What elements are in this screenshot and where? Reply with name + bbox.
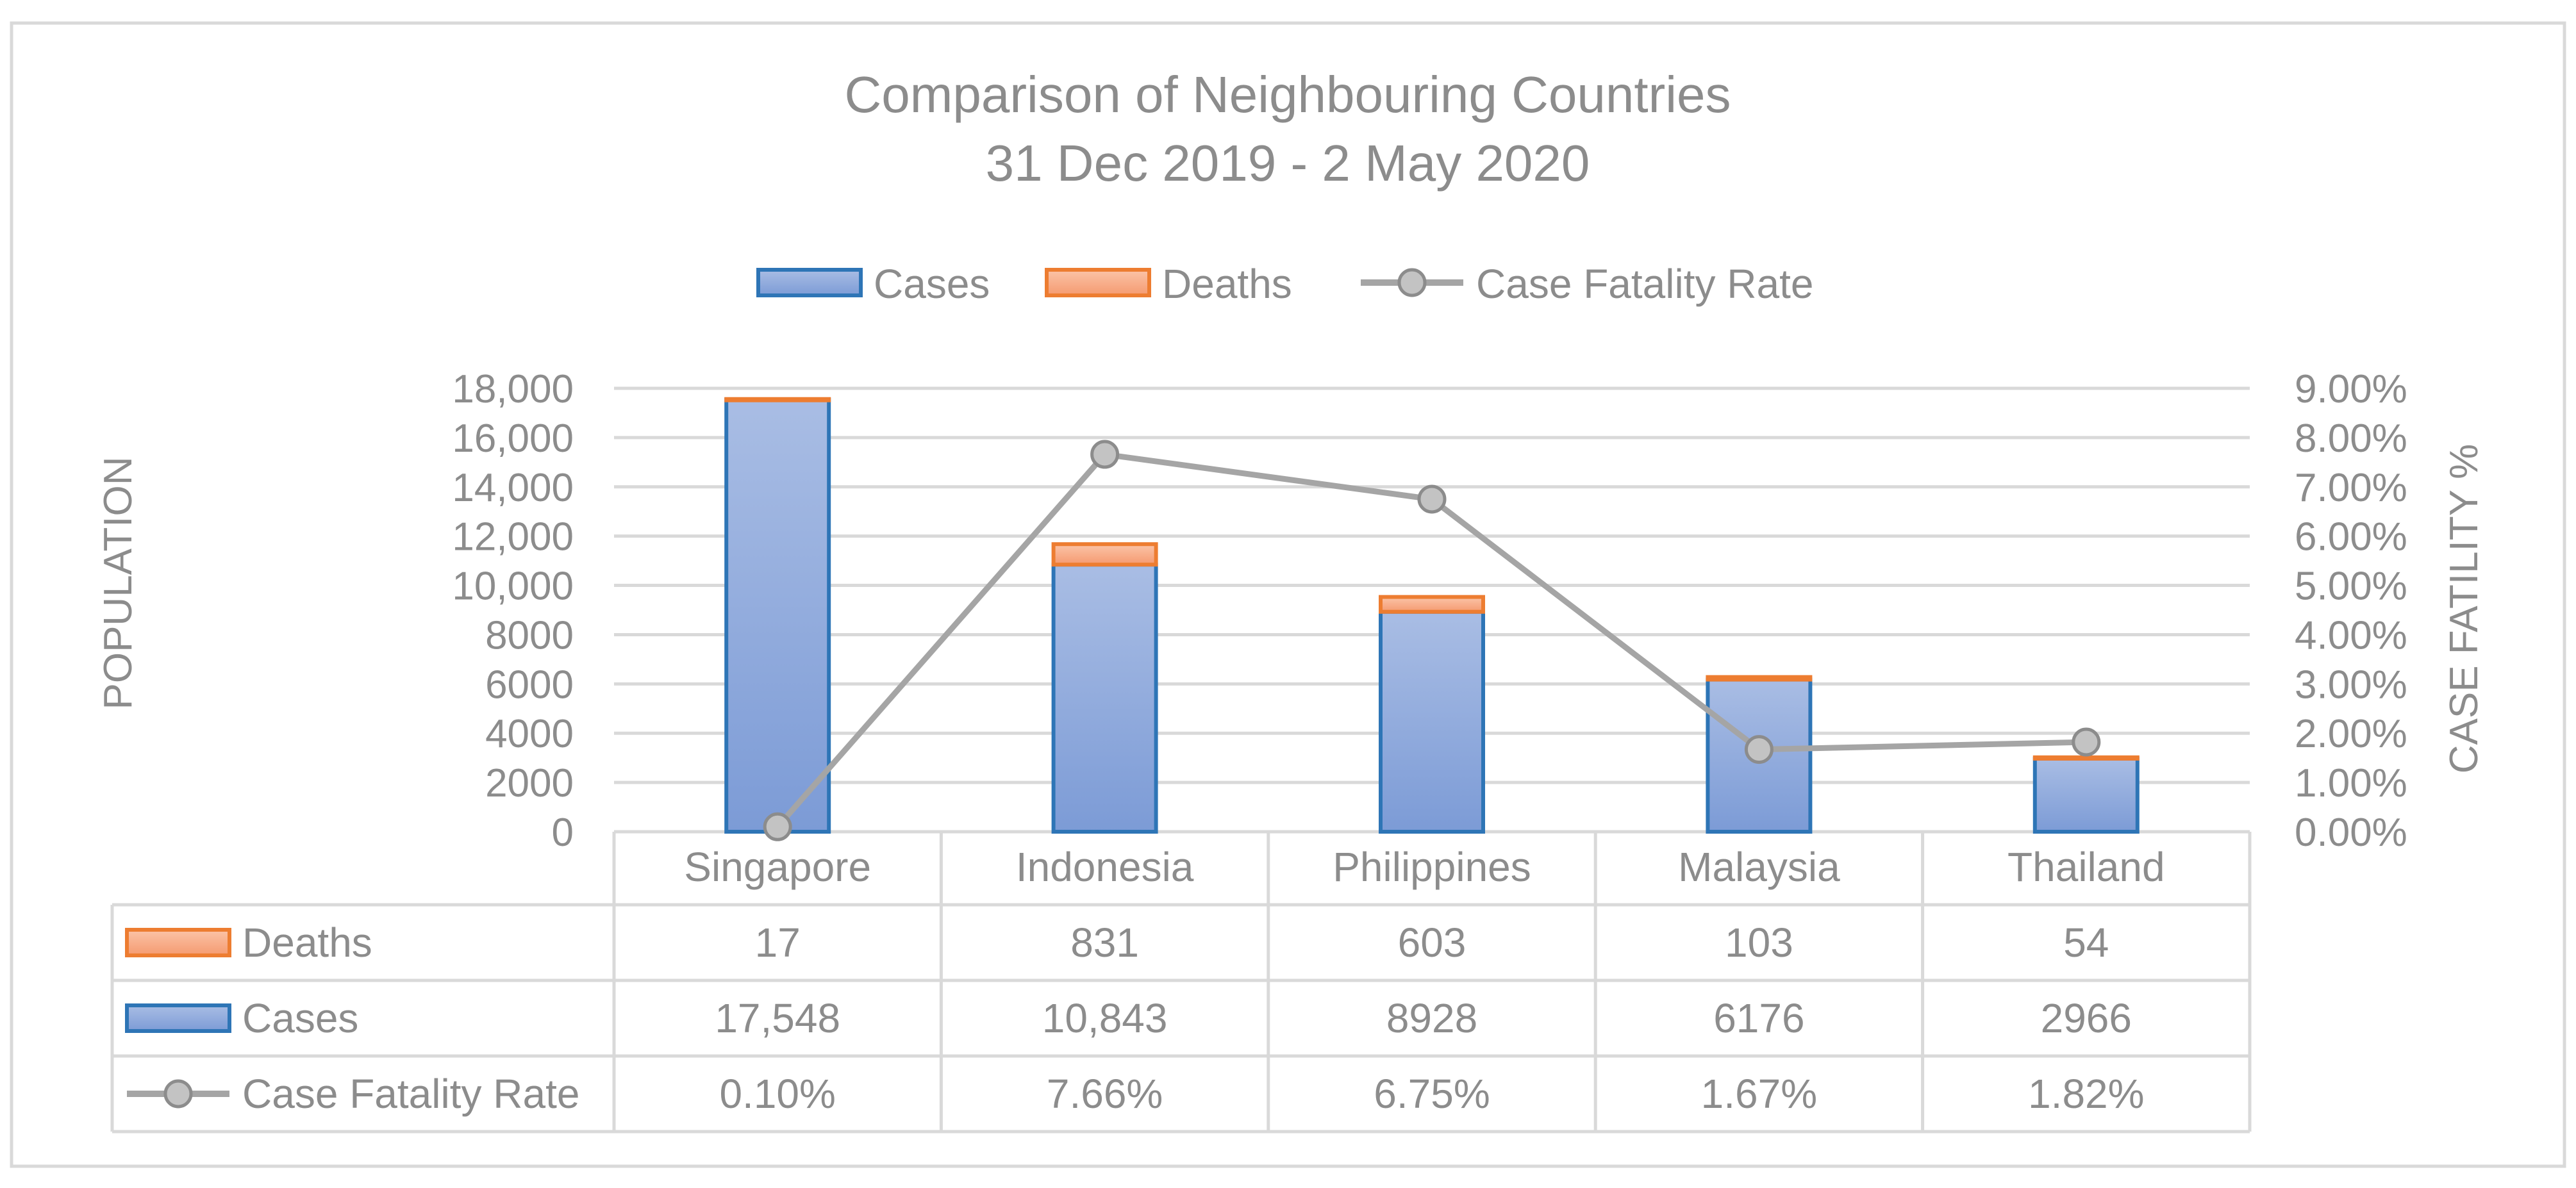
table-legend-key (125, 1003, 231, 1033)
y-tick-label: 16,000 (452, 417, 574, 461)
table-cell: 17 (755, 920, 801, 966)
y-tick-label: 12,000 (452, 515, 574, 559)
category-label: Malaysia (1678, 844, 1840, 890)
category-label: Singapore (684, 844, 871, 890)
deaths-bar (1379, 595, 1485, 614)
y2-tick-label: 4.00% (2295, 613, 2407, 657)
y-tick-label: 8000 (485, 613, 574, 657)
table-cell: 603 (1398, 920, 1467, 966)
table-cell: 2966 (2041, 995, 2132, 1041)
cases-bar (2032, 756, 2140, 834)
case-fatality-rate-point (763, 812, 792, 841)
table-cell: 0.10% (719, 1071, 835, 1117)
legend-label-deaths: Deaths (1162, 261, 1292, 307)
chart-subtitle: 31 Dec 2019 - 2 May 2020 (986, 135, 1590, 192)
y-tick-label: 0 (552, 811, 574, 855)
y-tick-label: 2000 (485, 761, 574, 805)
case-fatality-rate-point (2072, 727, 2101, 757)
legend-label-cfr: Case Fatality Rate (1476, 261, 1813, 307)
table-cell: 1.82% (2028, 1071, 2144, 1117)
cases-bar (724, 397, 831, 834)
table-cell: 8928 (1386, 995, 1477, 1041)
legend-key-deaths (1045, 268, 1151, 297)
category-label: Indonesia (1016, 844, 1194, 890)
case-fatality-rate-point (1417, 484, 1447, 514)
y2-axis-label: CASE FATILITY % (2442, 444, 2486, 774)
chart-border (10, 21, 2566, 1168)
legend-key-cfr-marker (1397, 268, 1427, 297)
chart-title: Comparison of Neighbouring Countries (845, 66, 1731, 123)
table-row-header: Deaths (242, 920, 372, 966)
table-row-header: Case Fatality Rate (242, 1071, 579, 1117)
legend-key-cases (756, 268, 863, 297)
category-label: Philippines (1333, 844, 1531, 890)
y2-tick-label: 7.00% (2295, 466, 2407, 510)
case-fatality-rate-point (1090, 440, 1120, 469)
table-cell: 831 (1070, 920, 1139, 966)
y-tick-label: 4000 (485, 712, 574, 756)
legend-label-cases: Cases (874, 261, 990, 307)
table-cell: 6176 (1713, 995, 1804, 1041)
table-cell: 54 (2063, 920, 2109, 966)
y2-tick-label: 8.00% (2295, 417, 2407, 461)
y-axis-label: POPULATION (96, 456, 140, 709)
deaths-bar (1706, 675, 1813, 682)
deaths-bar (2032, 755, 2140, 761)
table-cell: 17,548 (715, 995, 840, 1041)
case-fatality-rate-point (1744, 735, 1774, 764)
cases-bar (1379, 609, 1485, 834)
deaths-bar (1051, 542, 1158, 567)
y-tick-label: 14,000 (452, 466, 574, 510)
table-row-header: Cases (242, 995, 358, 1041)
y2-tick-label: 1.00% (2295, 761, 2407, 805)
table-legend-key (125, 928, 231, 957)
deaths-bar (724, 397, 831, 402)
y-tick-label: 18,000 (452, 367, 574, 411)
category-label: Thailand (2007, 844, 2165, 890)
y2-tick-label: 6.00% (2295, 515, 2407, 559)
y2-tick-label: 5.00% (2295, 565, 2407, 609)
table-legend-key-marker (163, 1079, 193, 1109)
table-cell: 103 (1725, 920, 1793, 966)
y-tick-label: 10,000 (452, 565, 574, 609)
table-cell: 1.67% (1701, 1071, 1817, 1117)
y2-tick-label: 2.00% (2295, 712, 2407, 756)
y2-tick-label: 9.00% (2295, 367, 2407, 411)
table-cell: 7.66% (1047, 1071, 1163, 1117)
cases-bar (1051, 563, 1158, 834)
y-tick-label: 6000 (485, 663, 574, 707)
table-cell: 6.75% (1374, 1071, 1490, 1117)
y2-tick-label: 3.00% (2295, 663, 2407, 707)
y2-tick-label: 0.00% (2295, 811, 2407, 855)
table-cell: 10,843 (1042, 995, 1168, 1041)
